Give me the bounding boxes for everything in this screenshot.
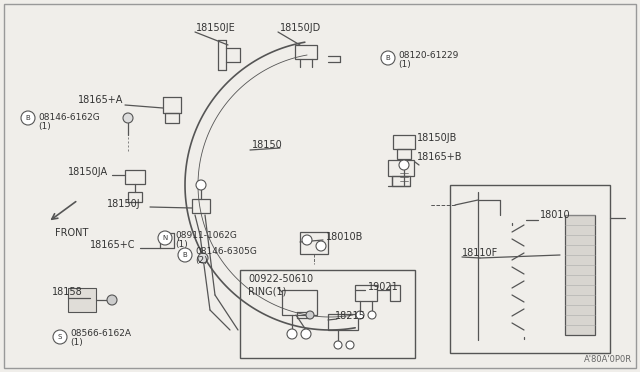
- Circle shape: [178, 248, 192, 262]
- Bar: [565, 215, 595, 335]
- Text: 00922-50610: 00922-50610: [248, 274, 313, 284]
- Bar: [128, 192, 142, 202]
- Text: 18215: 18215: [335, 311, 366, 321]
- Circle shape: [21, 111, 35, 125]
- Text: N: N: [163, 235, 168, 241]
- Circle shape: [158, 231, 172, 245]
- Bar: [450, 185, 610, 353]
- Bar: [192, 199, 210, 213]
- Text: 18150J: 18150J: [107, 199, 141, 209]
- Text: 08146-6162G: 08146-6162G: [38, 113, 100, 122]
- Bar: [300, 232, 328, 254]
- Text: 18110F: 18110F: [462, 248, 499, 258]
- Text: (1): (1): [175, 240, 188, 248]
- Text: 18165+B: 18165+B: [417, 152, 463, 162]
- Bar: [392, 176, 410, 186]
- Bar: [388, 160, 414, 176]
- Circle shape: [287, 329, 297, 339]
- Circle shape: [301, 329, 311, 339]
- Text: (1): (1): [38, 122, 51, 131]
- Text: 18150JD: 18150JD: [280, 23, 321, 33]
- Circle shape: [334, 341, 342, 349]
- Circle shape: [368, 311, 376, 319]
- Circle shape: [399, 160, 409, 170]
- Bar: [165, 113, 179, 123]
- Circle shape: [306, 311, 314, 319]
- Text: S: S: [58, 334, 62, 340]
- Text: RING(1): RING(1): [248, 286, 286, 296]
- Bar: [282, 290, 317, 315]
- Circle shape: [53, 330, 67, 344]
- Circle shape: [302, 235, 312, 245]
- Bar: [328, 314, 358, 330]
- Text: 08911-1062G: 08911-1062G: [175, 231, 237, 240]
- Text: 19021: 19021: [368, 282, 399, 292]
- Bar: [68, 288, 96, 312]
- Circle shape: [107, 295, 117, 305]
- Bar: [355, 285, 377, 301]
- Circle shape: [196, 180, 206, 190]
- Circle shape: [198, 253, 208, 263]
- Bar: [397, 149, 411, 159]
- Text: (1): (1): [398, 60, 411, 68]
- Text: 18150JB: 18150JB: [417, 133, 458, 143]
- Text: (1): (1): [70, 339, 83, 347]
- Text: (2): (2): [195, 257, 207, 266]
- Text: 18010: 18010: [540, 210, 571, 220]
- Circle shape: [356, 311, 364, 319]
- Text: 08120-61229: 08120-61229: [398, 51, 458, 60]
- Circle shape: [123, 113, 133, 123]
- Text: 18150JE: 18150JE: [196, 23, 236, 33]
- Circle shape: [316, 241, 326, 251]
- Circle shape: [346, 341, 354, 349]
- Text: A'80A'0P0R: A'80A'0P0R: [584, 355, 632, 364]
- Text: 08566-6162A: 08566-6162A: [70, 330, 131, 339]
- Bar: [240, 270, 415, 358]
- Text: B: B: [386, 55, 390, 61]
- Text: 18150: 18150: [252, 140, 283, 150]
- Text: B: B: [182, 252, 188, 258]
- Text: 18150JA: 18150JA: [68, 167, 108, 177]
- Bar: [393, 135, 415, 149]
- Text: B: B: [26, 115, 30, 121]
- Text: 18158: 18158: [52, 287, 83, 297]
- Text: 08146-6305G: 08146-6305G: [195, 247, 257, 257]
- Bar: [125, 170, 145, 184]
- Text: 18165+C: 18165+C: [90, 240, 136, 250]
- Text: FRONT: FRONT: [55, 228, 88, 238]
- Text: 18165+A: 18165+A: [78, 95, 124, 105]
- Bar: [295, 45, 317, 59]
- Circle shape: [381, 51, 395, 65]
- Text: 18010B: 18010B: [326, 232, 364, 242]
- Bar: [390, 285, 400, 301]
